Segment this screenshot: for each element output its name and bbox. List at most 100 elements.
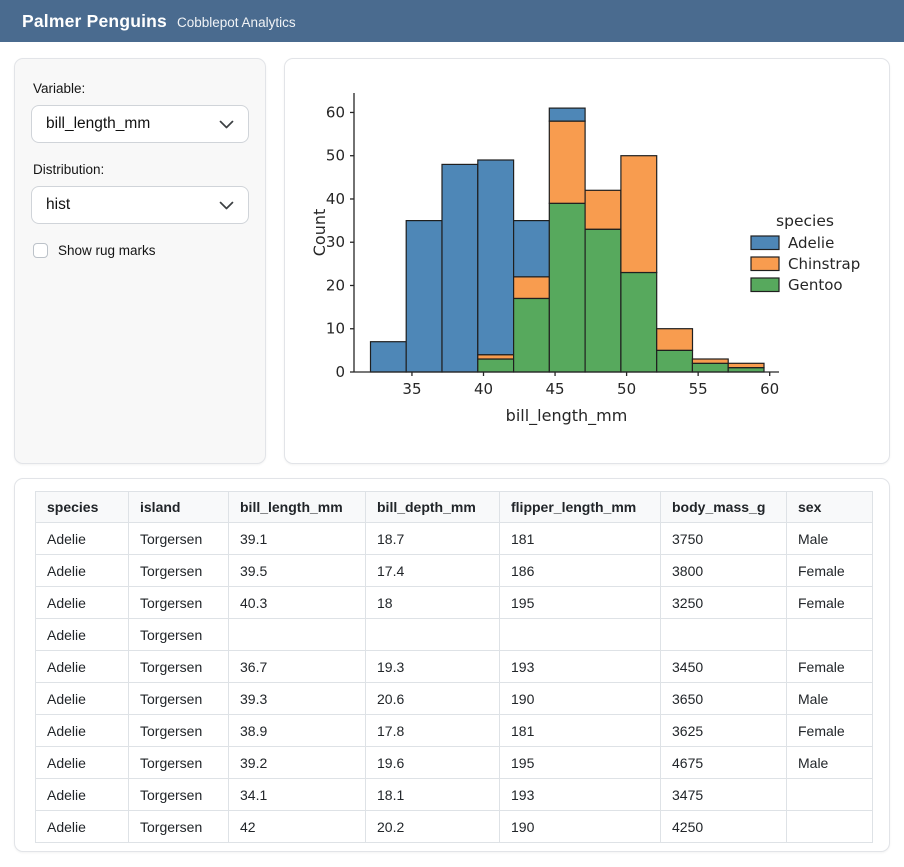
show-rug-label: Show rug marks [58,243,156,258]
table-cell: Male [786,746,873,779]
table-cell: 4250 [660,810,787,843]
table-cell [786,810,873,843]
histogram-bin [477,159,515,373]
table-cell: Torgersen [128,650,229,683]
table-row: Adelie Torgersen 34.1 18.1 193 3475 [35,778,873,811]
column-header: body_mass_g [660,491,787,523]
column-header: species [35,491,129,523]
table-cell: Female [786,586,873,619]
histogram-bin [584,189,622,373]
histogram-bin [369,341,407,373]
svg-text:species: species [776,212,834,230]
app-header: Palmer Penguins Cobblepot Analytics [0,0,904,42]
histogram-chart: 0 10 20 30 40 50 60 35 40 45 50 55 60 Count bill_lengt… [310,93,860,426]
table-cell: Adelie [35,650,129,683]
table-cell: 186 [499,554,661,587]
column-header: island [128,491,229,523]
table-cell: Adelie [35,746,129,779]
table-cell: 39.2 [228,746,366,779]
table-cell: Adelie [35,778,129,811]
table-cell: Torgersen [128,618,229,651]
histogram-bin [727,362,765,373]
table-row: Adelie Torgersen 39.3 20.6 190 3650 Male [35,682,873,715]
distribution-select[interactable]: hist [31,186,249,224]
histogram-bin [656,328,694,373]
svg-text:Gentoo: Gentoo [788,276,843,294]
table-cell: 193 [499,778,661,811]
svg-text:50: 50 [617,380,636,398]
table-cell: 42 [228,810,366,843]
controls-sidebar: Variable: bill_length_mm Distribution: h… [14,58,266,464]
table-cell: 34.1 [228,778,366,811]
table-cell: Adelie [35,810,129,843]
histogram-bin [405,220,443,373]
table-cell: 39.5 [228,554,366,587]
table-cell: Male [786,522,873,555]
show-rug-checkbox[interactable] [33,243,48,258]
variable-select-value: bill_length_mm [46,115,151,132]
table-cell: 3650 [660,682,787,715]
svg-text:35: 35 [402,380,421,398]
x-axis-label: bill_length_mm [506,406,628,426]
chevron-down-icon [219,201,234,210]
table-cell: 19.6 [365,746,500,779]
table-cell: Torgersen [128,586,229,619]
table-cell: Female [786,714,873,747]
table-cell: 193 [499,650,661,683]
table-cell: 3450 [660,650,787,683]
table-cell: 3625 [660,714,787,747]
table-cell: Adelie [35,586,129,619]
table-cell: 181 [499,522,661,555]
table-cell: 17.8 [365,714,500,747]
svg-text:50: 50 [326,147,345,165]
histogram-bin [691,358,729,373]
table-cell: Torgersen [128,810,229,843]
table-cell: Female [786,650,873,683]
histogram-bin [441,163,479,373]
svg-text:Adelie: Adelie [788,234,834,252]
table-cell: Adelie [35,522,129,555]
table-cell: 18.7 [365,522,500,555]
table-cell: 190 [499,682,661,715]
table-cell: 3475 [660,778,787,811]
table-cell: 39.3 [228,682,366,715]
svg-text:60: 60 [760,380,779,398]
table-cell: 18.1 [365,778,500,811]
table-cell [786,778,873,811]
data-table-card: species island bill_length_mm bill_depth_mm… [14,478,890,852]
table-cell: 19.3 [365,650,500,683]
table-cell: 195 [499,746,661,779]
table-cell: 195 [499,586,661,619]
distribution-label: Distribution: [33,162,105,177]
table-row: Adelie Torgersen 39.1 18.7 181 3750 Male [35,522,873,555]
chevron-down-icon [219,120,234,129]
svg-text:20: 20 [326,276,345,294]
table-cell: Adelie [35,618,129,651]
svg-text:55: 55 [689,380,708,398]
table-cell: 20.2 [365,810,500,843]
table-cell: 4675 [660,746,787,779]
column-header: bill_length_mm [228,491,366,523]
table-cell [786,618,873,651]
table-cell: Adelie [35,682,129,715]
table-cell: 20.6 [365,682,500,715]
column-header: sex [786,491,873,523]
app-subtitle: Cobblepot Analytics [177,14,296,30]
table-row: Adelie Torgersen 42 20.2 190 4250 [35,810,873,843]
chart-legend: species Adelie Chinstrap Gentoo [750,212,860,294]
penguins-table: species island bill_length_mm bill_depth_mm… [35,491,873,843]
variable-select[interactable]: bill_length_mm [31,105,249,143]
table-cell: 190 [499,810,661,843]
table-cell: 3750 [660,522,787,555]
table-row: Adelie Torgersen 39.5 17.4 186 3800 Female [35,554,873,587]
table-cell [365,618,500,651]
histogram-card: 0 10 20 30 40 50 60 35 40 45 50 55 60 Count bill_lengt… [284,58,890,464]
table-cell: Torgersen [128,682,229,715]
distribution-select-value: hist [46,196,71,213]
table-cell: Adelie [35,554,129,587]
y-axis-label: Count [310,209,329,257]
table-cell: Male [786,682,873,715]
table-cell [499,618,661,651]
table-cell [660,618,787,651]
app-title: Palmer Penguins [22,10,167,31]
